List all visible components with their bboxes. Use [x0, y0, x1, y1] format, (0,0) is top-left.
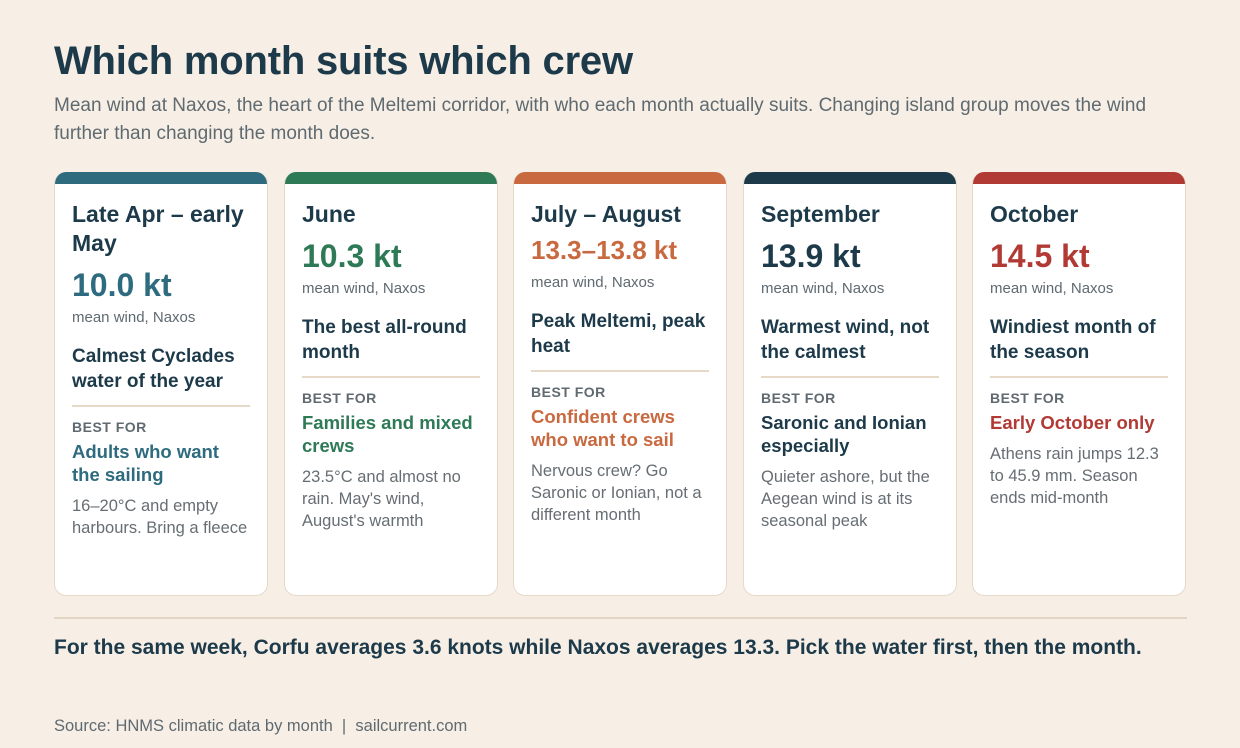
card-july-august: July – August 13.3–13.8 kt mean wind, Na… [513, 172, 727, 596]
card-note: Nervous crew? Go Saronic or Ionian, not … [531, 462, 702, 524]
card-headline: The best all-round month [302, 315, 480, 378]
card-month: September [761, 201, 880, 227]
source-note: Source: HNMS climatic data by month | sa… [54, 717, 468, 735]
card-accent-bar [55, 172, 267, 184]
takeaway-text: For the same week, Corfu averages 3.6 kn… [54, 636, 1142, 659]
card-month: October [990, 201, 1079, 227]
card-accent-bar [744, 172, 956, 184]
page-title: Which month suits which crew [54, 39, 633, 83]
card-headline: Windiest month of the season [990, 315, 1168, 378]
card-late-apr-early-may: Late Apr – early May 10.0 kt mean wind, … [54, 172, 268, 596]
section-divider [54, 617, 1187, 619]
card-headline: Calmest Cyclades water of the year [72, 344, 250, 407]
card-best-value: Early October only [990, 412, 1155, 433]
card-headline: Warmest wind, not the calmest [761, 315, 939, 378]
card-best-value: Adults who want the sailing [72, 441, 219, 485]
infographic: Which month suits which crew Mean wind a… [54, 38, 1187, 735]
card-best-label: BEST FOR [990, 390, 1065, 406]
card-wind: 13.9 kt [761, 238, 861, 274]
card-month: July – August [531, 201, 681, 227]
card-month: Late Apr – early May [72, 201, 244, 256]
card-wind: 14.5 kt [990, 238, 1090, 274]
card-accent-bar [514, 172, 726, 184]
card-wind-caption: mean wind, Naxos [302, 280, 426, 297]
card-note: 16–20°C and empty harbours. Bring a flee… [72, 497, 248, 537]
card-october: October 14.5 kt mean wind, Naxos Windies… [972, 172, 1186, 596]
card-best-label: BEST FOR [531, 384, 606, 400]
card-wind: 10.3 kt [302, 238, 402, 274]
page-subtitle: Mean wind at Naxos, the heart of the Mel… [54, 95, 1147, 144]
card-best-label: BEST FOR [761, 390, 836, 406]
card-headline: Peak Meltemi, peak heat [531, 309, 709, 372]
card-best-value: Saronic and Ionian especially [761, 412, 927, 456]
card-accent-bar [285, 172, 497, 184]
card-best-value: Families and mixed crews [302, 412, 473, 456]
month-cards: Late Apr – early May 10.0 kt mean wind, … [54, 172, 1187, 596]
card-wind-caption: mean wind, Naxos [761, 280, 885, 297]
card-wind-caption: mean wind, Naxos [531, 274, 655, 291]
card-note: Athens rain jumps 12.3 to 45.9 mm. Seaso… [990, 445, 1159, 507]
card-june: June 10.3 kt mean wind, Naxos The best a… [284, 172, 498, 596]
card-best-value: Confident crews who want to sail [531, 406, 675, 450]
card-wind: 10.0 kt [72, 267, 172, 303]
card-note: 23.5°C and almost no rain. May's wind, A… [302, 468, 461, 530]
card-note: Quieter ashore, but the Aegean wind is a… [761, 468, 930, 530]
card-accent-bar [973, 172, 1185, 184]
card-best-label: BEST FOR [302, 390, 377, 406]
card-best-label: BEST FOR [72, 419, 147, 435]
card-wind: 13.3–13.8 kt [531, 235, 678, 265]
card-september: September 13.9 kt mean wind, Naxos Warme… [743, 172, 957, 596]
card-wind-caption: mean wind, Naxos [72, 309, 196, 326]
card-wind-caption: mean wind, Naxos [990, 280, 1114, 297]
card-month: June [302, 201, 356, 227]
